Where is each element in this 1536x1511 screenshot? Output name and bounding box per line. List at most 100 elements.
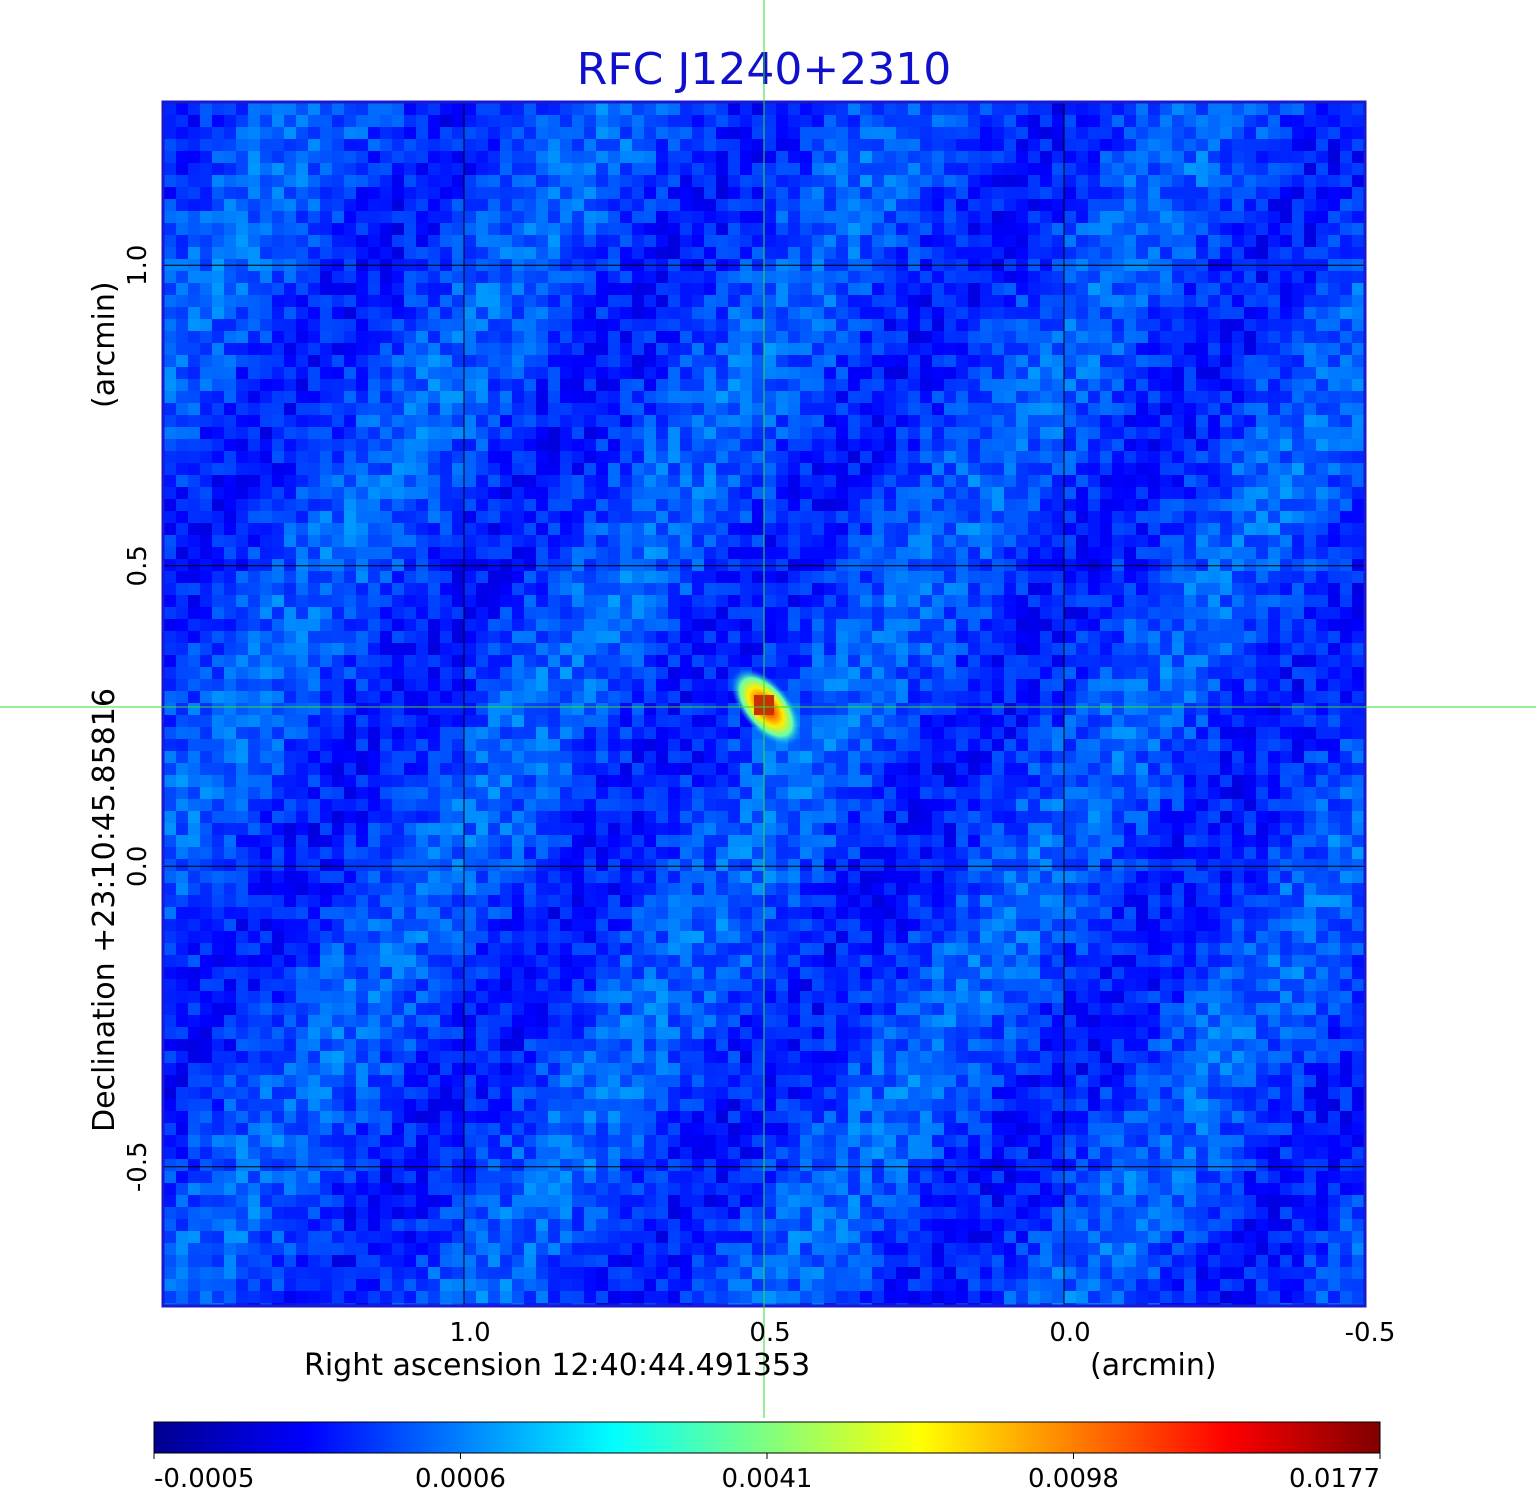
noise-pixel xyxy=(1100,103,1112,115)
noise-pixel xyxy=(1052,199,1064,211)
noise-pixel xyxy=(416,499,428,511)
noise-pixel xyxy=(488,127,500,139)
noise-pixel xyxy=(1040,343,1052,355)
noise-pixel xyxy=(1040,439,1052,451)
noise-pixel xyxy=(1352,283,1364,295)
noise-pixel xyxy=(1112,571,1124,583)
noise-pixel xyxy=(404,523,416,535)
noise-pixel xyxy=(812,655,824,667)
noise-pixel xyxy=(620,103,632,115)
noise-pixel xyxy=(248,163,260,175)
noise-pixel xyxy=(548,391,560,403)
noise-pixel xyxy=(740,607,752,619)
noise-pixel xyxy=(356,643,368,655)
noise-pixel xyxy=(1352,115,1364,127)
noise-pixel xyxy=(500,103,512,115)
noise-pixel xyxy=(500,607,512,619)
noise-pixel xyxy=(776,163,788,175)
noise-pixel xyxy=(1316,499,1328,511)
noise-pixel xyxy=(164,499,176,511)
noise-pixel xyxy=(1100,223,1112,235)
noise-pixel xyxy=(1088,319,1100,331)
noise-pixel xyxy=(680,571,692,583)
noise-pixel xyxy=(1256,631,1268,643)
noise-pixel xyxy=(1112,463,1124,475)
noise-pixel xyxy=(236,307,248,319)
noise-pixel xyxy=(368,607,380,619)
noise-pixel xyxy=(380,355,392,367)
noise-pixel xyxy=(1052,523,1064,535)
noise-pixel xyxy=(416,391,428,403)
noise-pixel xyxy=(1208,283,1220,295)
noise-pixel xyxy=(932,319,944,331)
noise-pixel xyxy=(260,307,272,319)
noise-pixel xyxy=(656,403,668,415)
noise-pixel xyxy=(176,115,188,127)
noise-pixel xyxy=(392,655,404,667)
noise-pixel xyxy=(392,547,404,559)
noise-pixel xyxy=(1184,103,1196,115)
noise-pixel xyxy=(1004,499,1016,511)
noise-pixel xyxy=(1316,331,1328,343)
noise-pixel xyxy=(692,211,704,223)
noise-pixel xyxy=(668,343,680,355)
noise-pixel xyxy=(296,631,308,643)
noise-pixel xyxy=(1232,223,1244,235)
noise-pixel xyxy=(380,403,392,415)
noise-pixel xyxy=(236,247,248,259)
noise-pixel xyxy=(1124,283,1136,295)
noise-pixel xyxy=(464,103,476,115)
noise-pixel xyxy=(1340,367,1352,379)
noise-pixel xyxy=(1208,103,1220,115)
noise-pixel xyxy=(1100,115,1112,127)
noise-pixel xyxy=(308,427,320,439)
noise-pixel xyxy=(644,559,656,571)
noise-pixel xyxy=(1112,583,1124,595)
noise-pixel xyxy=(1124,667,1136,679)
noise-pixel xyxy=(656,235,668,247)
noise-pixel xyxy=(212,247,224,259)
noise-pixel xyxy=(248,235,260,247)
noise-pixel xyxy=(560,319,572,331)
noise-pixel xyxy=(632,403,644,415)
noise-pixel xyxy=(596,319,608,331)
noise-pixel xyxy=(1016,331,1028,343)
noise-pixel xyxy=(1148,535,1160,547)
noise-pixel xyxy=(932,463,944,475)
noise-pixel xyxy=(200,487,212,499)
noise-pixel xyxy=(608,667,620,679)
noise-pixel xyxy=(1352,163,1364,175)
noise-pixel xyxy=(488,307,500,319)
noise-pixel xyxy=(1124,415,1136,427)
noise-pixel xyxy=(908,187,920,199)
noise-pixel xyxy=(1340,163,1352,175)
noise-pixel xyxy=(1064,331,1076,343)
noise-pixel xyxy=(860,247,872,259)
noise-pixel xyxy=(1028,427,1040,439)
noise-pixel xyxy=(716,679,728,691)
noise-pixel xyxy=(344,391,356,403)
noise-pixel xyxy=(968,463,980,475)
noise-pixel xyxy=(1160,223,1172,235)
noise-pixel xyxy=(848,391,860,403)
noise-pixel xyxy=(860,319,872,331)
noise-pixel xyxy=(1088,331,1100,343)
noise-pixel xyxy=(836,235,848,247)
noise-pixel xyxy=(920,547,932,559)
noise-pixel xyxy=(1136,175,1148,187)
noise-pixel xyxy=(1028,523,1040,535)
noise-pixel xyxy=(728,487,740,499)
noise-pixel xyxy=(212,475,224,487)
noise-pixel xyxy=(824,427,836,439)
noise-pixel xyxy=(680,535,692,547)
noise-pixel xyxy=(320,115,332,127)
noise-pixel xyxy=(1172,403,1184,415)
noise-pixel xyxy=(1160,415,1172,427)
noise-pixel xyxy=(1208,595,1220,607)
noise-pixel xyxy=(704,463,716,475)
noise-pixel xyxy=(1088,415,1100,427)
noise-pixel xyxy=(980,139,992,151)
noise-pixel xyxy=(1316,595,1328,607)
noise-pixel xyxy=(284,379,296,391)
noise-pixel xyxy=(1040,175,1052,187)
